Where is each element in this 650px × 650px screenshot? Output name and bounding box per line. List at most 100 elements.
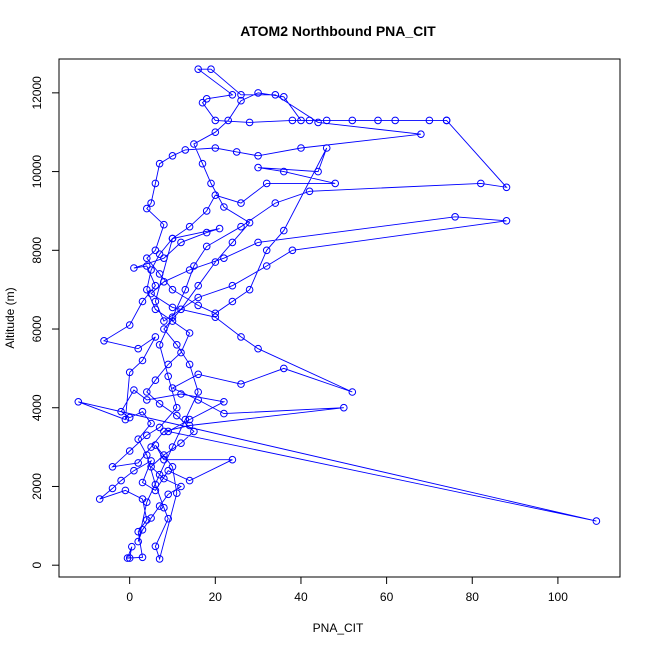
data-point — [117, 407, 125, 416]
data-point — [215, 224, 224, 233]
data-point — [134, 527, 142, 536]
x-tick-label: 60 — [380, 590, 394, 604]
data-point — [185, 329, 194, 337]
data-point — [245, 285, 254, 294]
data-point — [348, 388, 357, 396]
data-point — [143, 285, 151, 294]
data-point — [202, 95, 211, 103]
data-point — [245, 218, 254, 227]
data-point — [194, 281, 202, 290]
data-point — [155, 470, 164, 479]
data-point — [151, 486, 160, 495]
data-point — [177, 390, 185, 398]
data-point — [151, 376, 160, 385]
data-point — [168, 313, 177, 322]
data-point — [173, 489, 181, 498]
data-point — [451, 213, 459, 221]
data-point — [108, 463, 117, 471]
data-point — [477, 179, 485, 188]
data-point — [138, 526, 147, 534]
data-point — [168, 285, 177, 294]
chart-title: ATOM2 Northbound PNA_CIT — [240, 23, 436, 39]
data-point — [155, 400, 164, 408]
data-point — [194, 396, 202, 404]
data-point — [207, 65, 215, 73]
data-point — [305, 116, 314, 125]
data-point — [164, 490, 172, 499]
data-point — [155, 502, 164, 510]
data-point — [177, 439, 185, 448]
data-point — [125, 554, 134, 562]
y-tick-label: 8000 — [30, 237, 44, 264]
y-tick-label: 6000 — [30, 315, 44, 342]
data-point — [164, 427, 172, 436]
data-point — [125, 368, 134, 377]
data-point — [228, 91, 237, 99]
y-axis: 0 2000 4000 6000 8000 10000 12000 — [30, 76, 60, 569]
data-point — [147, 514, 155, 522]
x-tick-label: 40 — [294, 590, 308, 604]
series-line — [78, 68, 597, 561]
data-point — [151, 246, 160, 255]
data-point — [280, 93, 288, 101]
data-point — [220, 409, 228, 418]
y-axis-label: Altitude (m) — [3, 287, 17, 348]
data-point — [143, 254, 151, 263]
data-point — [168, 303, 177, 312]
data-point — [194, 370, 202, 379]
data-point — [100, 337, 108, 345]
data-point — [151, 542, 160, 551]
data-point — [134, 344, 142, 353]
data-point — [228, 238, 237, 247]
data-point — [151, 179, 160, 188]
data-point — [147, 199, 155, 207]
data-point — [160, 278, 168, 286]
data-point — [138, 407, 147, 416]
data-point — [155, 159, 164, 168]
data-point — [138, 297, 147, 306]
data-point — [151, 305, 160, 314]
data-point — [168, 463, 177, 471]
data-point — [442, 116, 451, 125]
x-tick-label: 0 — [126, 590, 133, 604]
data-point — [143, 262, 151, 270]
data-point — [340, 403, 348, 412]
x-tick-label: 20 — [209, 590, 223, 604]
data-point — [168, 384, 177, 392]
data-point — [125, 413, 134, 422]
x-tick-label: 80 — [466, 590, 480, 604]
data-point — [177, 238, 185, 247]
data-point — [164, 360, 172, 369]
data-point — [160, 451, 168, 459]
data-point — [185, 415, 194, 424]
data-point — [143, 396, 151, 404]
data-point — [232, 148, 241, 156]
data-point — [181, 146, 190, 154]
data-point — [151, 281, 160, 290]
data-point — [202, 228, 211, 237]
data-point — [202, 207, 211, 215]
data-point — [194, 301, 202, 310]
data-point — [211, 144, 220, 152]
data-point — [237, 333, 245, 341]
data-point — [185, 360, 194, 369]
data-point — [262, 179, 271, 188]
data-point — [185, 421, 194, 430]
data-point — [288, 116, 297, 125]
y-tick-label: 2000 — [30, 473, 44, 500]
data-point — [190, 262, 198, 270]
data-point — [237, 222, 245, 231]
data-point — [134, 459, 142, 467]
data-point — [143, 388, 151, 396]
data-point — [245, 118, 254, 127]
data-point — [417, 130, 425, 138]
data-point — [211, 116, 220, 125]
data-point — [185, 222, 194, 231]
data-point — [254, 89, 262, 97]
data-point — [254, 238, 262, 247]
data-point — [130, 466, 138, 475]
x-axis-label: PNA_CIT — [313, 621, 364, 635]
data-point — [138, 478, 147, 487]
data-point — [198, 159, 207, 168]
